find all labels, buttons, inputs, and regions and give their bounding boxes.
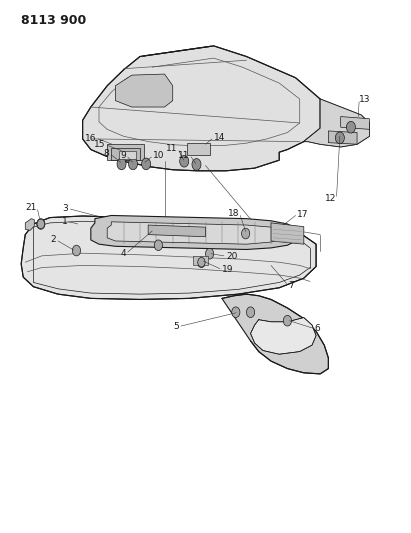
Polygon shape: [83, 46, 320, 171]
Polygon shape: [341, 117, 369, 130]
Text: 6: 6: [315, 324, 321, 333]
Text: 12: 12: [325, 195, 337, 204]
Circle shape: [247, 307, 255, 318]
Polygon shape: [111, 149, 140, 160]
Text: 11: 11: [178, 150, 190, 159]
Circle shape: [180, 156, 189, 167]
Polygon shape: [25, 219, 34, 230]
Text: 16: 16: [85, 134, 96, 143]
Text: 11: 11: [166, 144, 178, 153]
Text: 7: 7: [288, 281, 294, 290]
Circle shape: [129, 158, 138, 169]
Circle shape: [154, 240, 162, 251]
Circle shape: [198, 257, 205, 267]
Text: 1: 1: [62, 217, 67, 226]
Polygon shape: [107, 144, 144, 160]
Text: 21: 21: [25, 203, 37, 212]
Text: 4: 4: [120, 249, 126, 258]
FancyArrowPatch shape: [143, 46, 211, 56]
Text: 19: 19: [222, 265, 233, 274]
Polygon shape: [115, 74, 173, 107]
Circle shape: [346, 122, 356, 133]
Polygon shape: [251, 318, 316, 354]
Circle shape: [142, 158, 150, 169]
Text: 18: 18: [228, 208, 240, 217]
Circle shape: [242, 228, 250, 239]
Polygon shape: [91, 215, 296, 249]
Text: 8113 900: 8113 900: [21, 14, 86, 27]
Circle shape: [283, 316, 291, 326]
Text: 15: 15: [94, 140, 105, 149]
Circle shape: [192, 159, 201, 170]
Polygon shape: [304, 99, 369, 147]
Polygon shape: [193, 256, 208, 265]
Circle shape: [197, 257, 206, 268]
Circle shape: [206, 248, 214, 259]
Text: 8: 8: [104, 149, 110, 158]
Polygon shape: [21, 216, 316, 300]
Polygon shape: [148, 225, 206, 237]
Text: 9: 9: [120, 151, 126, 160]
Circle shape: [37, 219, 45, 229]
Circle shape: [335, 132, 344, 144]
Circle shape: [72, 245, 81, 256]
Text: 10: 10: [153, 151, 165, 160]
Circle shape: [117, 158, 126, 169]
Polygon shape: [222, 294, 328, 374]
Text: 13: 13: [359, 94, 371, 103]
Text: 2: 2: [51, 236, 56, 245]
Polygon shape: [271, 223, 304, 244]
Polygon shape: [107, 222, 279, 244]
Text: 14: 14: [214, 133, 225, 142]
Text: 20: 20: [226, 252, 237, 261]
Circle shape: [37, 219, 44, 229]
Polygon shape: [187, 143, 210, 155]
Text: 17: 17: [298, 209, 309, 219]
Polygon shape: [120, 151, 136, 159]
Text: 5: 5: [173, 322, 179, 331]
Polygon shape: [328, 131, 357, 144]
Text: 3: 3: [62, 204, 68, 213]
Circle shape: [232, 307, 240, 318]
